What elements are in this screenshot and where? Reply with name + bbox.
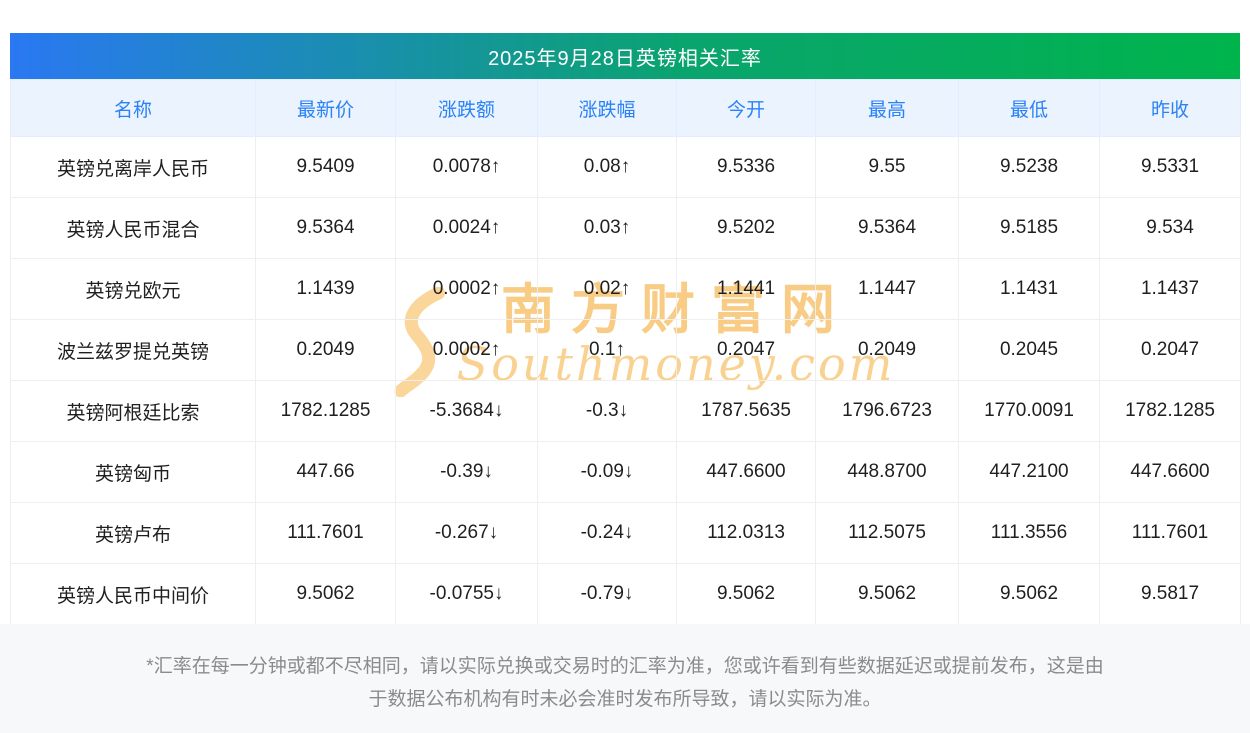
name-cell: 英镑匈币 bbox=[10, 441, 256, 503]
page-title: 2025年9月28日英镑相关汇率 bbox=[488, 47, 762, 70]
column-header-prev-close: 昨收 bbox=[1099, 79, 1241, 137]
value-cell: 1782.1285 bbox=[1099, 380, 1241, 442]
value-cell: 0.02↑ bbox=[537, 258, 677, 320]
name-cell: 英镑人民币中间价 bbox=[10, 563, 256, 625]
value-cell: -0.3↓ bbox=[537, 380, 677, 442]
value-cell: 447.2100 bbox=[958, 441, 1100, 503]
table-row: 波兰兹罗提兑英镑 0.2049 0.0002↑ 0.1↑ 0.2047 0.2049 0.2… bbox=[10, 319, 1241, 381]
name-cell: 英镑卢布 bbox=[10, 502, 256, 564]
column-header-open: 今开 bbox=[676, 79, 816, 137]
name-cell: 英镑兑离岸人民币 bbox=[10, 136, 256, 198]
value-cell: 112.0313 bbox=[676, 502, 816, 564]
value-cell: 9.5364 bbox=[815, 197, 959, 259]
value-cell: 9.534 bbox=[1099, 197, 1241, 259]
footer-disclaimer: *汇率在每一分钟或都不尽相同，请以实际兑换或交易时的汇率为准，您或许看到有些数据… bbox=[0, 624, 1250, 733]
column-header-high: 最高 bbox=[815, 79, 959, 137]
value-cell: 1782.1285 bbox=[255, 380, 396, 442]
rates-table: 名称 最新价 涨跌额 涨跌幅 今开 最高 最低 昨收 英镑兑离岸人民币 9.540… bbox=[10, 79, 1241, 625]
value-cell: 9.5817 bbox=[1099, 563, 1241, 625]
value-cell: 448.8700 bbox=[815, 441, 959, 503]
value-cell: 0.08↑ bbox=[537, 136, 677, 198]
value-cell: 0.0002↑ bbox=[395, 258, 538, 320]
value-cell: 0.2045 bbox=[958, 319, 1100, 381]
value-cell: 447.66 bbox=[255, 441, 396, 503]
column-header-name: 名称 bbox=[10, 79, 256, 137]
value-cell: 112.5075 bbox=[815, 502, 959, 564]
value-cell: 0.03↑ bbox=[537, 197, 677, 259]
value-cell: 9.5062 bbox=[255, 563, 396, 625]
value-cell: -0.24↓ bbox=[537, 502, 677, 564]
column-header-percent: 涨跌幅 bbox=[537, 79, 677, 137]
rates-table-body: 英镑兑离岸人民币 9.5409 0.0078↑ 0.08↑ 9.5336 9.55 9.52… bbox=[10, 136, 1241, 625]
table-row: 英镑阿根廷比索 1782.1285 -5.3684↓ -0.3↓ 1787.5635 17… bbox=[10, 380, 1241, 442]
name-cell: 英镑人民币混合 bbox=[10, 197, 256, 259]
value-cell: 9.5185 bbox=[958, 197, 1100, 259]
page-title-bar: 2025年9月28日英镑相关汇率 bbox=[10, 33, 1240, 79]
value-cell: 447.6600 bbox=[1099, 441, 1241, 503]
value-cell: 9.5364 bbox=[255, 197, 396, 259]
value-cell: 9.5336 bbox=[676, 136, 816, 198]
value-cell: 111.7601 bbox=[1099, 502, 1241, 564]
value-cell: -0.267↓ bbox=[395, 502, 538, 564]
value-cell: 9.5062 bbox=[676, 563, 816, 625]
value-cell: 0.1↑ bbox=[537, 319, 677, 381]
name-cell: 英镑兑欧元 bbox=[10, 258, 256, 320]
value-cell: 9.5238 bbox=[958, 136, 1100, 198]
name-cell: 英镑阿根廷比索 bbox=[10, 380, 256, 442]
table-row: 英镑匈币 447.66 -0.39↓ -0.09↓ 447.6600 448.8700 44… bbox=[10, 441, 1241, 503]
value-cell: 9.5062 bbox=[815, 563, 959, 625]
value-cell: 447.6600 bbox=[676, 441, 816, 503]
value-cell: 0.2049 bbox=[255, 319, 396, 381]
value-cell: 9.5202 bbox=[676, 197, 816, 259]
value-cell: -0.79↓ bbox=[537, 563, 677, 625]
name-cell: 波兰兹罗提兑英镑 bbox=[10, 319, 256, 381]
value-cell: 111.3556 bbox=[958, 502, 1100, 564]
value-cell: 1.1441 bbox=[676, 258, 816, 320]
table-row: 英镑人民币混合 9.5364 0.0024↑ 0.03↑ 9.5202 9.5364 9.5… bbox=[10, 197, 1241, 259]
value-cell: 0.0078↑ bbox=[395, 136, 538, 198]
value-cell: 1787.5635 bbox=[676, 380, 816, 442]
value-cell: 1.1447 bbox=[815, 258, 959, 320]
value-cell: 9.5331 bbox=[1099, 136, 1241, 198]
value-cell: -0.09↓ bbox=[537, 441, 677, 503]
rates-table-header: 名称 最新价 涨跌额 涨跌幅 今开 最高 最低 昨收 bbox=[10, 79, 1241, 137]
value-cell: 1.1437 bbox=[1099, 258, 1241, 320]
table-row: 英镑兑离岸人民币 9.5409 0.0078↑ 0.08↑ 9.5336 9.55 9.52… bbox=[10, 136, 1241, 198]
column-header-low: 最低 bbox=[958, 79, 1100, 137]
value-cell: 1796.6723 bbox=[815, 380, 959, 442]
value-cell: 0.2049 bbox=[815, 319, 959, 381]
footer-line-2: 于数据公布机构有时未必会准时发布所导致，请以实际为准。 bbox=[368, 689, 882, 710]
value-cell: 9.5409 bbox=[255, 136, 396, 198]
value-cell: 0.0024↑ bbox=[395, 197, 538, 259]
value-cell: 9.5062 bbox=[958, 563, 1100, 625]
table-row: 英镑兑欧元 1.1439 0.0002↑ 0.02↑ 1.1441 1.1447 1.143… bbox=[10, 258, 1241, 320]
page-container: 2025年9月28日英镑相关汇率 南方财富网 Southmoney.com 名称… bbox=[10, 33, 1241, 625]
value-cell: -0.0755↓ bbox=[395, 563, 538, 625]
column-header-latest: 最新价 bbox=[255, 79, 396, 137]
table-row: 英镑卢布 111.7601 -0.267↓ -0.24↓ 112.0313 112.507… bbox=[10, 502, 1241, 564]
value-cell: 1770.0091 bbox=[958, 380, 1100, 442]
table-row: 英镑人民币中间价 9.5062 -0.0755↓ -0.79↓ 9.5062 9.5062… bbox=[10, 563, 1241, 625]
value-cell: 0.0002↑ bbox=[395, 319, 538, 381]
value-cell: 111.7601 bbox=[255, 502, 396, 564]
value-cell: 1.1431 bbox=[958, 258, 1100, 320]
value-cell: 9.55 bbox=[815, 136, 959, 198]
value-cell: 0.2047 bbox=[1099, 319, 1241, 381]
column-header-change: 涨跌额 bbox=[395, 79, 538, 137]
value-cell: -0.39↓ bbox=[395, 441, 538, 503]
value-cell: -5.3684↓ bbox=[395, 380, 538, 442]
footer-line-1: *汇率在每一分钟或都不尽相同，请以实际兑换或交易时的汇率为准，您或许看到有些数据… bbox=[146, 656, 1104, 677]
value-cell: 0.2047 bbox=[676, 319, 816, 381]
value-cell: 1.1439 bbox=[255, 258, 396, 320]
